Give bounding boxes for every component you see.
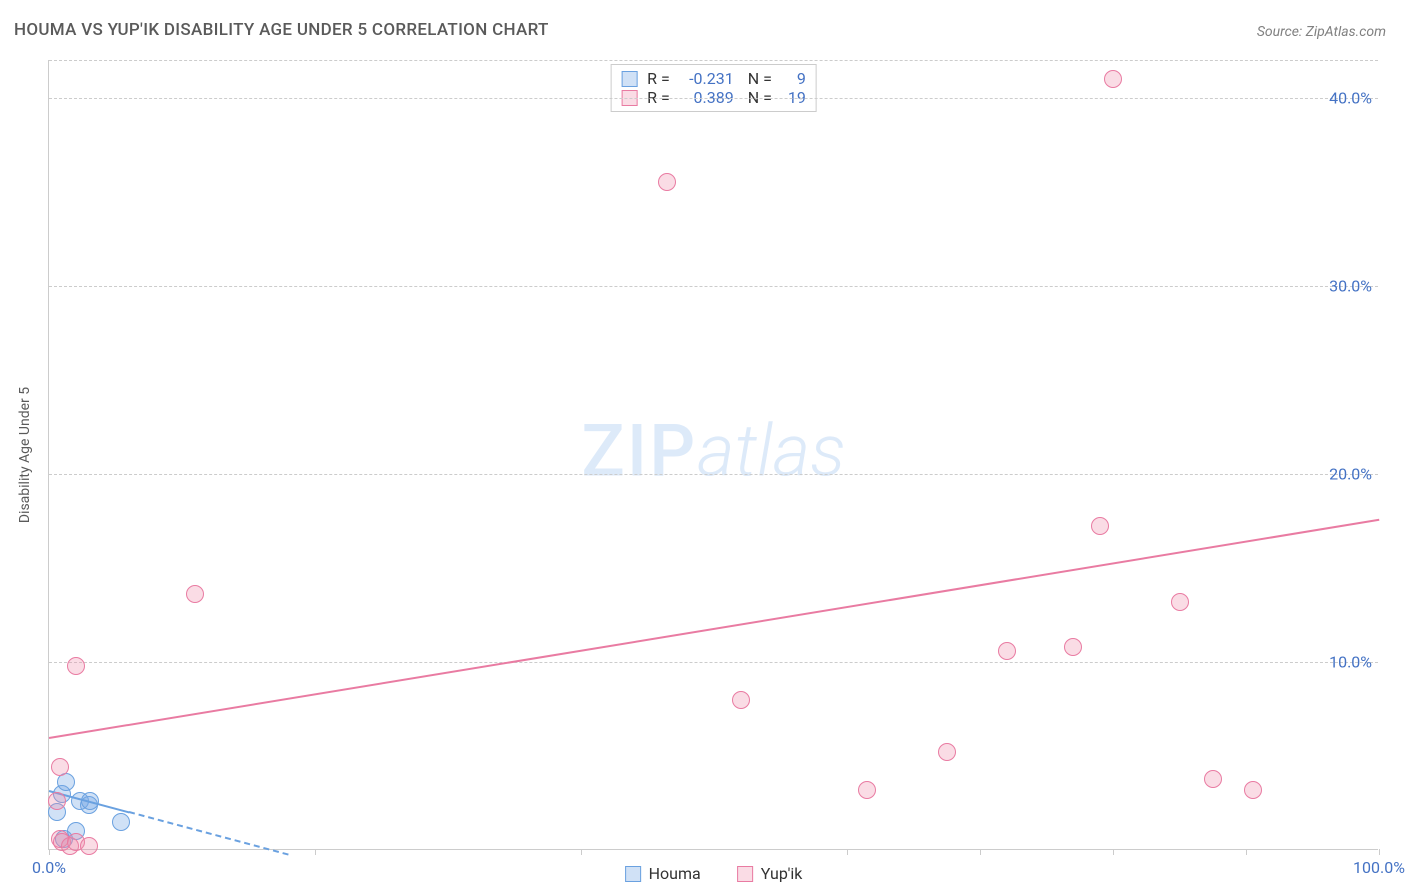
gridline xyxy=(49,98,1378,99)
stat-n-label: N = xyxy=(744,69,772,88)
y-tick-label: 40.0% xyxy=(1329,88,1372,107)
y-axis-label: Disability Age Under 5 xyxy=(17,386,33,522)
scatter-point xyxy=(938,743,956,761)
legend-swatch xyxy=(625,866,641,882)
x-tick xyxy=(1379,849,1380,855)
legend: Houma Yup'ik xyxy=(625,864,803,883)
scatter-point xyxy=(80,837,98,855)
stat-r-label: R = xyxy=(647,69,670,88)
swatch-houma xyxy=(621,71,637,87)
watermark-light: atlas xyxy=(697,408,845,493)
stat-r-value: -0.231 xyxy=(680,69,734,88)
watermark-bold: ZIP xyxy=(581,408,697,493)
chart-plot-area: Disability Age Under 5 ZIPatlas R = -0.2… xyxy=(48,60,1378,850)
y-tick-label: 30.0% xyxy=(1329,276,1372,295)
scatter-point xyxy=(1171,593,1189,611)
x-tick xyxy=(847,849,848,855)
gridline xyxy=(49,474,1378,475)
scatter-point xyxy=(67,657,85,675)
gridline xyxy=(49,60,1378,61)
chart-title: HOUMA VS YUP'IK DISABILITY AGE UNDER 5 C… xyxy=(14,20,549,40)
scatter-point xyxy=(48,792,66,810)
x-tick xyxy=(315,849,316,855)
scatter-point xyxy=(112,813,130,831)
gridline xyxy=(49,286,1378,287)
trend-line xyxy=(49,519,1379,739)
x-tick xyxy=(1246,849,1247,855)
scatter-point xyxy=(1204,770,1222,788)
legend-swatch xyxy=(737,866,753,882)
x-tick-label: 0.0% xyxy=(32,858,66,877)
scatter-point xyxy=(658,173,676,191)
stat-n-value: 9 xyxy=(782,69,806,88)
y-tick-label: 20.0% xyxy=(1329,464,1372,483)
stats-row-houma: R = -0.231 N = 9 xyxy=(621,69,806,88)
scatter-point xyxy=(186,585,204,603)
legend-item-yupik: Yup'ik xyxy=(737,864,803,883)
scatter-point xyxy=(998,642,1016,660)
y-tick-label: 10.0% xyxy=(1329,652,1372,671)
gridline xyxy=(49,662,1378,663)
scatter-point xyxy=(1064,638,1082,656)
legend-label: Houma xyxy=(649,864,701,883)
source-attribution: Source: ZipAtlas.com xyxy=(1257,24,1386,40)
scatter-point xyxy=(51,758,69,776)
x-tick xyxy=(980,849,981,855)
legend-label: Yup'ik xyxy=(761,864,803,883)
x-tick xyxy=(1113,849,1114,855)
x-tick xyxy=(49,849,50,855)
legend-item-houma: Houma xyxy=(625,864,701,883)
stats-box: R = -0.231 N = 9 R = 0.389 N = 19 xyxy=(610,64,817,112)
scatter-point xyxy=(858,781,876,799)
watermark: ZIPatlas xyxy=(581,408,845,493)
scatter-point xyxy=(1091,517,1109,535)
trend-line xyxy=(129,811,289,856)
x-tick xyxy=(581,849,582,855)
x-tick-label: 100.0% xyxy=(1353,858,1405,877)
scatter-point xyxy=(732,691,750,709)
scatter-point xyxy=(1104,70,1122,88)
scatter-point xyxy=(1244,781,1262,799)
